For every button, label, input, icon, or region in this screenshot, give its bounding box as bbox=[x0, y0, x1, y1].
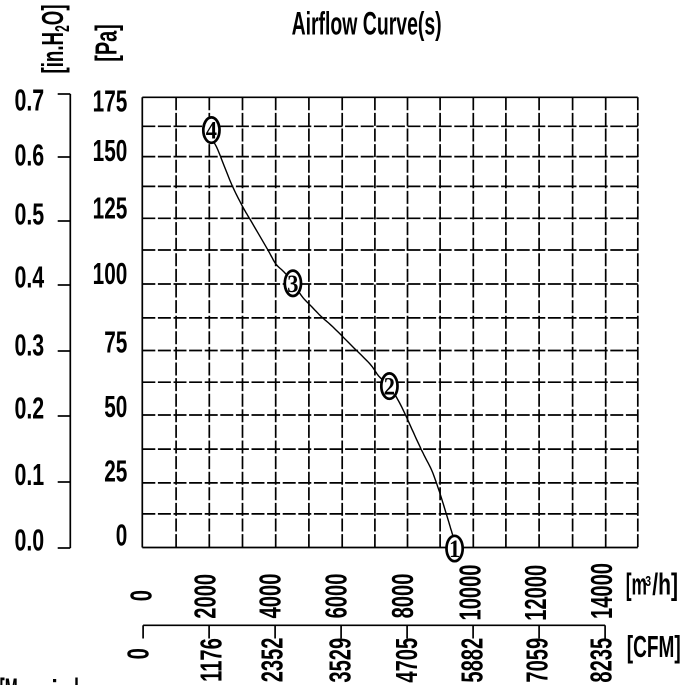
svg-text:0.0: 0.0 bbox=[14, 523, 44, 558]
svg-text:3: 3 bbox=[645, 573, 651, 589]
svg-text:0: 0 bbox=[123, 590, 159, 601]
svg-text:100: 100 bbox=[93, 256, 128, 291]
svg-text:7059: 7059 bbox=[519, 638, 555, 683]
svg-text:1176: 1176 bbox=[193, 638, 229, 682]
svg-text:125: 125 bbox=[93, 190, 128, 225]
svg-text:0.7: 0.7 bbox=[14, 83, 44, 118]
svg-text:0.5: 0.5 bbox=[14, 197, 44, 232]
svg-text:10000: 10000 bbox=[452, 565, 488, 621]
svg-text:3: 3 bbox=[287, 271, 298, 299]
svg-text:2000: 2000 bbox=[187, 574, 223, 619]
svg-text:12000: 12000 bbox=[518, 565, 554, 621]
svg-text:175: 175 bbox=[93, 83, 128, 118]
svg-text:2352: 2352 bbox=[254, 638, 290, 683]
svg-text:/h]: /h] bbox=[652, 567, 678, 602]
svg-text:0: 0 bbox=[120, 648, 156, 659]
svg-text:8235: 8235 bbox=[583, 638, 619, 683]
svg-text:8000: 8000 bbox=[385, 574, 421, 619]
svg-text:0.4: 0.4 bbox=[14, 260, 44, 295]
svg-text:Airflow Curve(s): Airflow Curve(s) bbox=[292, 6, 442, 42]
svg-text:3529: 3529 bbox=[322, 638, 358, 683]
svg-text:[Pa]: [Pa] bbox=[88, 24, 124, 62]
svg-text:25: 25 bbox=[104, 453, 127, 488]
svg-text:0.1: 0.1 bbox=[14, 457, 44, 492]
svg-text:0: 0 bbox=[116, 517, 128, 552]
svg-text:0.3: 0.3 bbox=[14, 328, 44, 363]
svg-text:[m: [m bbox=[626, 567, 647, 602]
svg-text:4705: 4705 bbox=[389, 638, 425, 683]
svg-text:4000: 4000 bbox=[252, 574, 288, 619]
svg-text:[M: [M bbox=[0, 673, 18, 685]
svg-text:0.6: 0.6 bbox=[14, 137, 44, 172]
svg-text:[in.H2O]: [in.H2O] bbox=[36, 4, 73, 73]
svg-text:6000: 6000 bbox=[318, 574, 354, 619]
svg-text:5882: 5882 bbox=[454, 638, 490, 683]
svg-text:75: 75 bbox=[104, 324, 127, 359]
svg-text:4: 4 bbox=[206, 117, 217, 145]
svg-text:150: 150 bbox=[93, 133, 128, 168]
svg-text:14000: 14000 bbox=[584, 563, 620, 619]
svg-text:50: 50 bbox=[104, 389, 127, 424]
svg-text:[CFM]: [CFM] bbox=[627, 630, 681, 664]
svg-text:0.2: 0.2 bbox=[14, 391, 44, 426]
svg-text:1: 1 bbox=[449, 536, 460, 564]
svg-text:2: 2 bbox=[384, 373, 395, 401]
